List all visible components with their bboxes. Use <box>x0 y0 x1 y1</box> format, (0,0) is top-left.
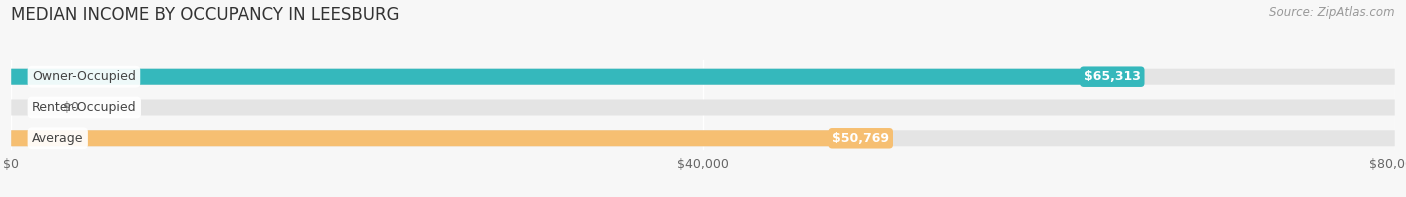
FancyBboxPatch shape <box>11 99 1395 115</box>
Text: $0: $0 <box>63 101 79 114</box>
Text: Renter-Occupied: Renter-Occupied <box>32 101 136 114</box>
Text: Source: ZipAtlas.com: Source: ZipAtlas.com <box>1270 6 1395 19</box>
Text: $50,769: $50,769 <box>832 132 889 145</box>
Text: $65,313: $65,313 <box>1084 70 1140 83</box>
Text: MEDIAN INCOME BY OCCUPANCY IN LEESBURG: MEDIAN INCOME BY OCCUPANCY IN LEESBURG <box>11 6 399 24</box>
FancyBboxPatch shape <box>11 130 889 146</box>
FancyBboxPatch shape <box>11 69 1395 85</box>
Text: Average: Average <box>32 132 83 145</box>
FancyBboxPatch shape <box>11 69 1140 85</box>
Text: Owner-Occupied: Owner-Occupied <box>32 70 136 83</box>
FancyBboxPatch shape <box>11 130 1395 146</box>
